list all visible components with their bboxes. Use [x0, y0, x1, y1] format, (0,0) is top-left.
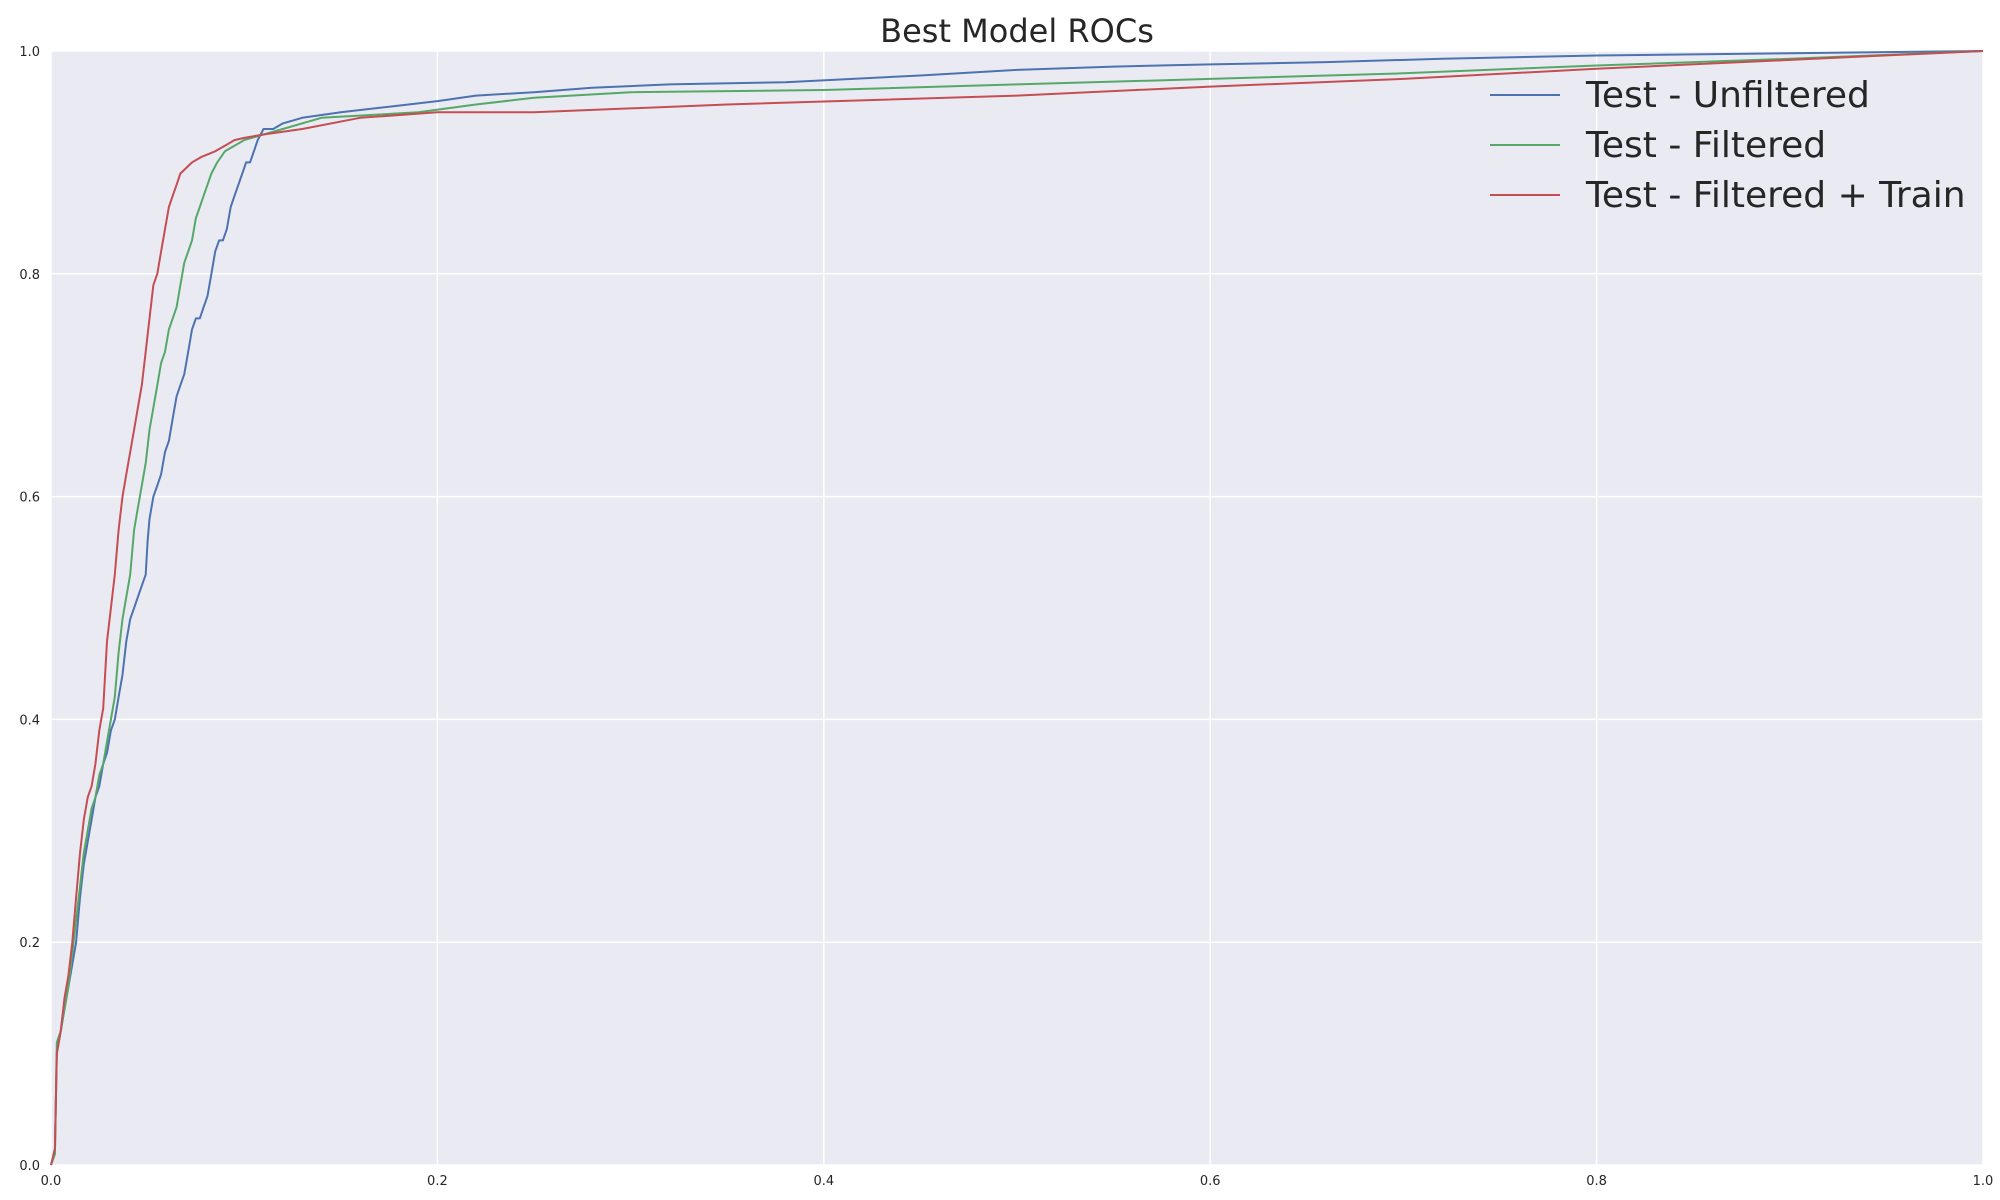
y-tick-label: 0.4	[19, 713, 40, 728]
y-tick-label: 1.0	[19, 45, 40, 60]
x-tick-label: 0.2	[427, 1174, 448, 1189]
legend-label: Test - Filtered	[1585, 125, 1826, 166]
plot-background	[51, 51, 1983, 1165]
legend-item: Test - Unfiltered	[1490, 75, 1870, 116]
series-line-test-unfiltered	[50, 50, 1984, 1166]
series-line-test-filtered-train	[50, 50, 1984, 1166]
x-tick-label: 0.4	[813, 1174, 834, 1189]
legend-item: Test - Filtered + Train	[1490, 175, 1966, 216]
y-tick-label: 0.2	[19, 936, 40, 951]
y-tick-label: 0.6	[19, 491, 40, 506]
x-tick-label: 0.0	[41, 1174, 62, 1189]
legend-item: Test - Filtered	[1490, 125, 1826, 166]
y-tick-label: 0.8	[19, 268, 40, 283]
legend: Test - Unfiltered Test - Filtered Test - F…	[1490, 75, 1966, 216]
grid-lines	[50, 50, 1984, 1166]
tick-labels: 0.0 0.2 0.4 0.6 0.8 1.0 0.0 0.2 0.4 0.6 0.8 1.0	[19, 45, 1993, 1189]
x-tick-label: 0.6	[1200, 1174, 1221, 1189]
x-tick-label: 1.0	[1973, 1174, 1994, 1189]
chart-title: Best Model ROCs	[880, 12, 1154, 50]
legend-label: Test - Unfiltered	[1585, 75, 1870, 116]
series-line-test-filtered	[50, 50, 1984, 1166]
y-tick-label: 0.0	[19, 1159, 40, 1174]
legend-label: Test - Filtered + Train	[1585, 175, 1966, 216]
x-tick-label: 0.8	[1586, 1174, 1607, 1189]
series-lines	[50, 50, 1984, 1166]
